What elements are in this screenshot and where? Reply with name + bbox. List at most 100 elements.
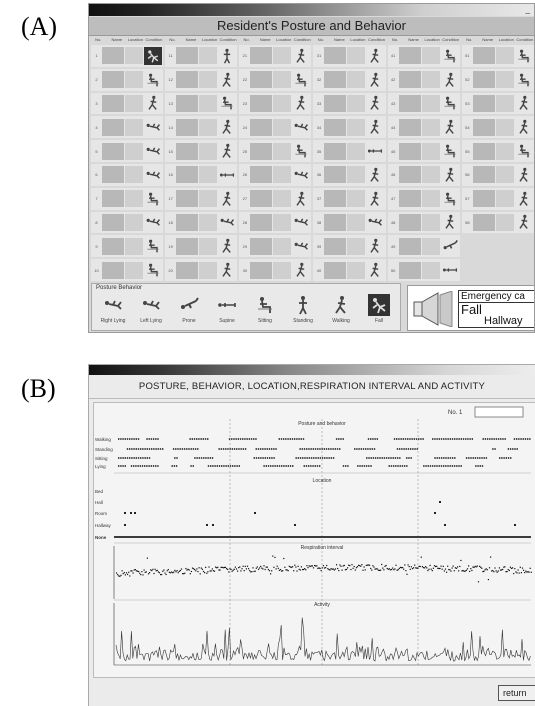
posture-point: [456, 438, 458, 440]
lying-side-icon: [218, 213, 236, 231]
resident-cell[interactable]: 50: [387, 259, 460, 281]
resident-cell[interactable]: 18: [165, 211, 238, 234]
resident-cell[interactable]: 5: [91, 140, 164, 162]
return-button[interactable]: return: [498, 685, 535, 701]
respiration-point: [155, 570, 157, 572]
posture-point: [131, 438, 133, 440]
resident-location-field: [495, 166, 514, 184]
resident-cell[interactable]: 25: [239, 140, 312, 162]
resident-cell[interactable]: 32: [313, 68, 386, 91]
location-point: [254, 512, 256, 514]
resident-cell[interactable]: 16: [165, 163, 238, 186]
column-header: Location: [498, 37, 514, 42]
resident-number: 44: [390, 124, 396, 130]
resident-cell[interactable]: 38: [313, 211, 386, 234]
respiration-point: [169, 572, 172, 574]
resident-cell[interactable]: 37: [313, 187, 386, 210]
location-chart: Location Bed Hall Room Hallway None: [95, 472, 531, 540]
respiration-point: [301, 568, 304, 571]
respiration-point: [521, 567, 524, 569]
resident-number-select[interactable]: [474, 406, 524, 418]
respiration-point: [252, 567, 254, 569]
resident-name-field: [176, 47, 199, 65]
resident-cell[interactable]: 46: [387, 163, 460, 186]
resident-cell[interactable]: 7: [91, 187, 164, 210]
respiration-point: [513, 572, 515, 575]
resident-cell[interactable]: 58: [461, 211, 534, 234]
legend-item: Prone: [172, 294, 206, 330]
resident-cell[interactable]: 56: [461, 163, 534, 186]
resident-cell[interactable]: 30: [239, 259, 312, 281]
posture-point: [392, 457, 394, 459]
posture-point: [218, 448, 220, 450]
posture-point: [275, 448, 277, 450]
resident-cell[interactable]: 14: [165, 116, 238, 139]
resident-cell[interactable]: 39: [313, 235, 386, 258]
resident-cell[interactable]: 41: [387, 45, 460, 67]
resident-cell[interactable]: 21: [239, 45, 312, 67]
respiration-point: [297, 565, 299, 567]
resident-cell[interactable]: 2: [91, 68, 164, 91]
minimize-button[interactable]: _: [525, 5, 530, 14]
resident-cell[interactable]: 53: [461, 92, 534, 115]
resident-cell[interactable]: 49: [387, 235, 460, 258]
resident-cell[interactable]: 19: [165, 235, 238, 258]
resident-cell[interactable]: 55: [461, 140, 534, 162]
resident-number: 32: [316, 77, 322, 83]
posture-point: [291, 438, 294, 440]
resident-cell[interactable]: 43: [387, 92, 460, 115]
resident-cell[interactable]: 26: [239, 163, 312, 186]
resident-cell[interactable]: 27: [239, 187, 312, 210]
resident-cell[interactable]: 1: [91, 45, 164, 67]
resident-name-field: [102, 94, 124, 112]
resident-cell[interactable]: 17: [165, 187, 238, 210]
respiration-point: [446, 571, 448, 573]
respiration-point: [241, 568, 243, 570]
resident-cell[interactable]: 4: [91, 116, 164, 139]
resident-cell[interactable]: 22: [239, 68, 312, 91]
resident-cell[interactable]: 47: [387, 187, 460, 210]
resident-cell[interactable]: 48: [387, 211, 460, 234]
resident-cell[interactable]: 15: [165, 140, 238, 162]
resident-cell[interactable]: 52: [461, 68, 534, 91]
respiration-point: [163, 569, 165, 571]
resident-cell[interactable]: 31: [313, 45, 386, 67]
resident-cell[interactable]: 3: [91, 92, 164, 115]
resident-cell[interactable]: 28: [239, 211, 312, 234]
resident-cell[interactable]: 45: [387, 140, 460, 162]
resident-cell[interactable]: 35: [313, 140, 386, 162]
resident-cell[interactable]: 34: [313, 116, 386, 139]
posture-point: [403, 465, 406, 467]
resident-cell[interactable]: 24: [239, 116, 312, 139]
resident-cell[interactable]: 57: [461, 187, 534, 210]
resident-cell[interactable]: 54: [461, 116, 534, 139]
respiration-point: [294, 564, 296, 566]
posture-point: [398, 448, 401, 450]
posture-point: [370, 457, 372, 459]
resident-cell[interactable]: 11: [165, 45, 238, 67]
resident-cell[interactable]: 10: [91, 259, 164, 281]
respiration-point: [510, 567, 513, 569]
resident-cell[interactable]: 12: [165, 68, 238, 91]
resident-cell[interactable]: 23: [239, 92, 312, 115]
resident-cell[interactable]: 9: [91, 235, 164, 258]
resident-cell[interactable]: 29: [239, 235, 312, 258]
resident-name-field: [324, 237, 347, 255]
resident-cell[interactable]: 51: [461, 45, 534, 67]
resident-name-field: [398, 166, 421, 184]
posture-point: [227, 465, 230, 467]
resident-cell[interactable]: 36: [313, 163, 386, 186]
posture-point: [135, 438, 137, 440]
resident-cell[interactable]: 13: [165, 92, 238, 115]
resident-cell[interactable]: 44: [387, 116, 460, 139]
respiration-point: [365, 564, 367, 567]
resident-name-field: [324, 190, 347, 208]
walking-icon: [292, 190, 310, 208]
resident-cell[interactable]: 8: [91, 211, 164, 234]
resident-cell[interactable]: 40: [313, 259, 386, 281]
resident-cell[interactable]: 6: [91, 163, 164, 186]
respiration-point: [210, 570, 212, 572]
resident-cell[interactable]: 33: [313, 92, 386, 115]
resident-cell[interactable]: 20: [165, 259, 238, 281]
resident-cell[interactable]: 42: [387, 68, 460, 91]
